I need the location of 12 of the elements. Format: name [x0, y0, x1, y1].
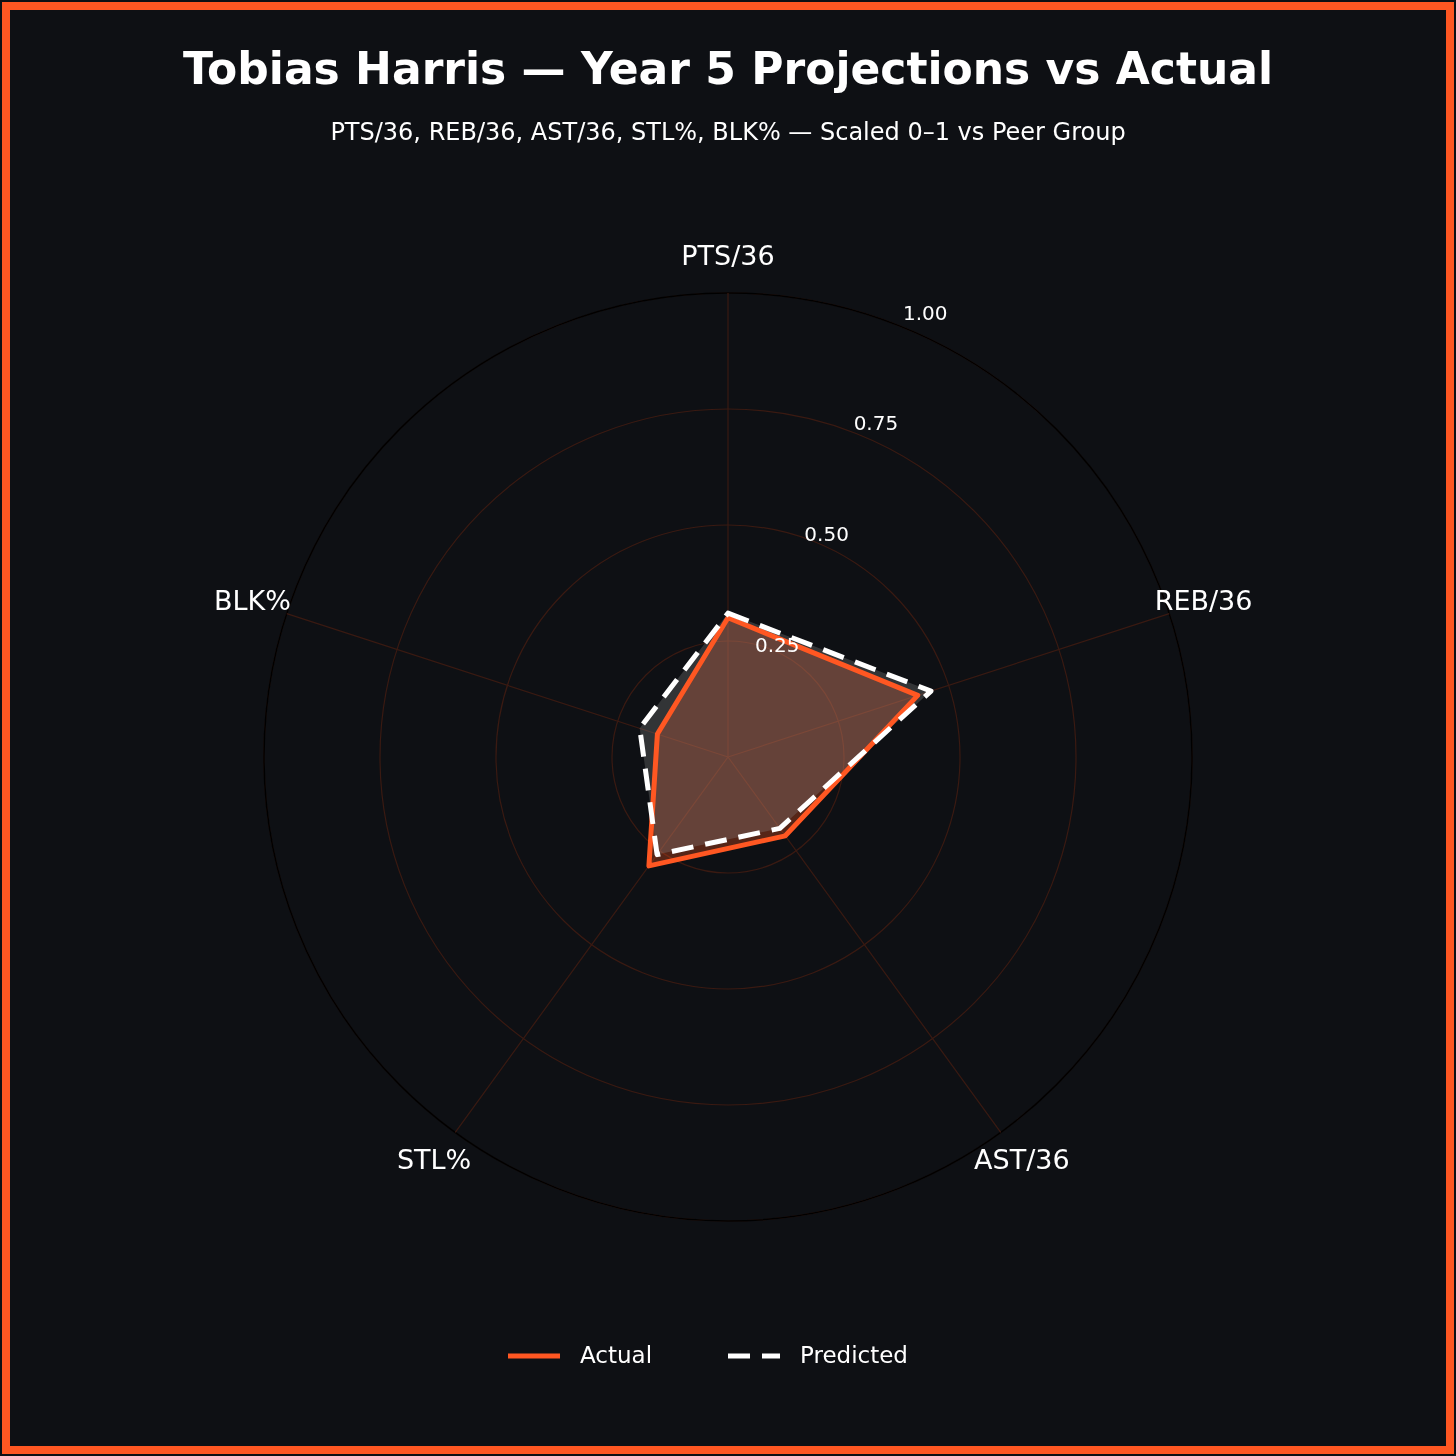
- spoke-label: AST/36: [974, 1144, 1070, 1176]
- spoke-label: STL%: [396, 1144, 472, 1176]
- chart-subtitle: PTS/36, REB/36, AST/36, STL%, BLK% — Scaled 0–1 vs Peer Group: [330, 118, 1126, 146]
- spoke-label: PTS/36: [681, 239, 775, 271]
- chart-title: Tobias Harris — Year 5 Projections vs Actual: [182, 43, 1274, 94]
- y-tick-label: 1.00: [902, 300, 948, 325]
- y-tick-label: 0.50: [804, 522, 849, 547]
- y-tick-label: 0.75: [853, 411, 899, 436]
- spoke-label: BLK%: [214, 584, 291, 616]
- legend-label: Actual: [580, 1341, 653, 1368]
- spoke-label: REB/36: [1154, 584, 1253, 616]
- legend-label: Predicted: [800, 1341, 908, 1368]
